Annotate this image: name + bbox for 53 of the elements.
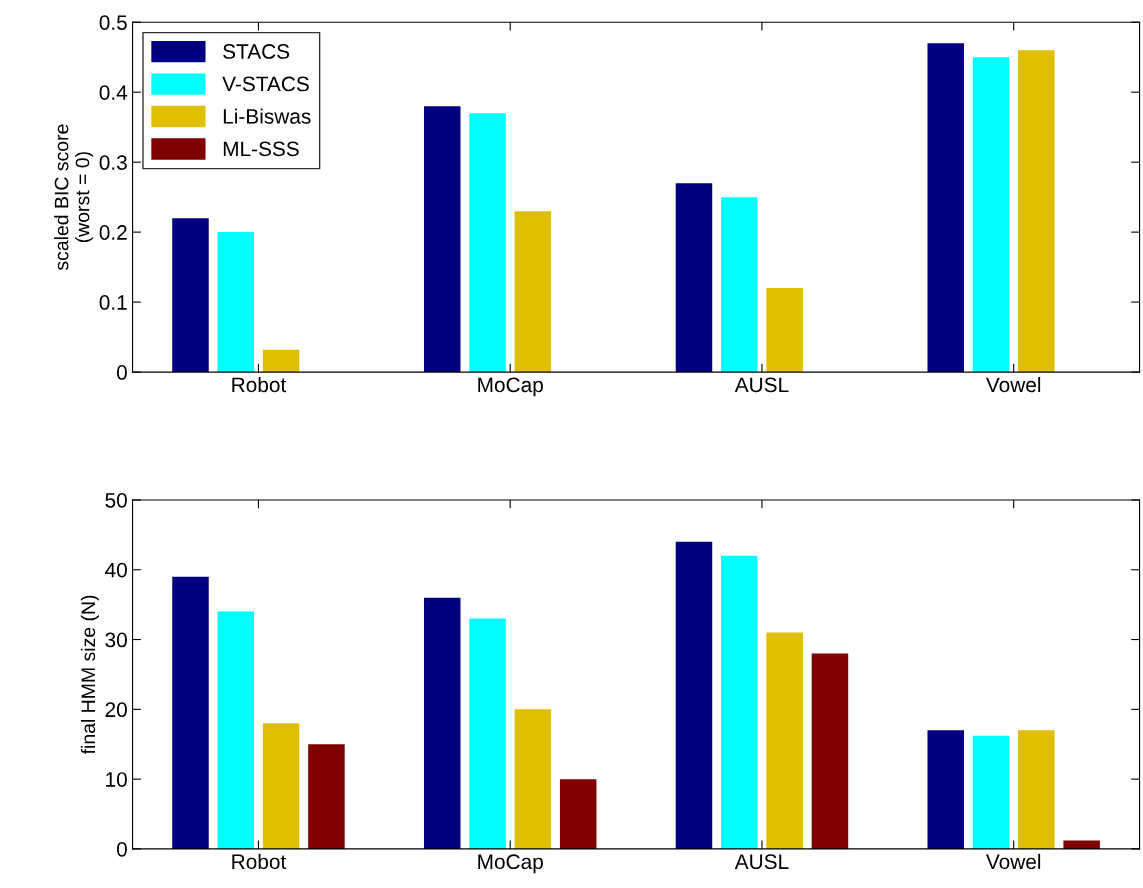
y-tick-label: 0.5 — [99, 15, 127, 30]
y-axis-title: final HMM size (N) — [80, 595, 99, 755]
bar — [675, 183, 713, 373]
y-tick-label: 0 — [116, 841, 127, 857]
bar — [469, 618, 506, 849]
x-tick-label: AUSL — [734, 854, 789, 870]
y-tick-label: 50 — [105, 492, 127, 508]
bar — [1018, 730, 1055, 849]
y-tick-label: 0 — [116, 365, 127, 380]
bar — [308, 744, 345, 849]
bar — [766, 632, 803, 849]
y-axis-title: scaled BIC score (worst = 0) — [54, 124, 94, 271]
legend-label: V-STACS — [222, 76, 309, 92]
bar — [423, 106, 461, 373]
bar — [514, 211, 552, 373]
x-tick-label: MoCap — [478, 377, 543, 397]
bar — [172, 576, 209, 849]
bar — [675, 541, 713, 849]
bar — [927, 730, 964, 849]
y-tick-label: 0.1 — [99, 295, 127, 310]
y-tick-label: 10 — [106, 772, 127, 787]
bar — [972, 57, 1010, 373]
bar — [217, 232, 255, 373]
bar — [423, 597, 461, 849]
y-tick-label: 40 — [105, 562, 127, 578]
bar — [721, 555, 758, 849]
bar — [1018, 50, 1055, 373]
y-tick-label: 0.3 — [99, 155, 127, 170]
y-tick-label: 20 — [105, 702, 127, 718]
bar — [172, 218, 209, 373]
legend-label: STACS — [223, 44, 290, 59]
bar — [514, 709, 552, 849]
bar — [469, 113, 506, 373]
x-tick-label: Vowel — [985, 853, 1041, 870]
x-tick-label: AUSL — [734, 377, 789, 393]
y-tick-label: 30 — [105, 632, 127, 648]
legend-label: Li-Biswas — [223, 108, 311, 124]
x-tick-label: Vowel — [985, 376, 1041, 393]
bar — [262, 723, 300, 849]
y-tick-label: 0.2 — [99, 225, 127, 240]
bar — [217, 611, 255, 849]
bar — [766, 288, 803, 373]
bar — [262, 349, 300, 373]
x-tick-label: Robot — [232, 376, 287, 393]
legend-label: ML-SSS — [223, 141, 299, 157]
bar — [559, 779, 597, 849]
x-tick-label: Robot — [232, 853, 287, 870]
y-tick-label: 0.4 — [99, 85, 128, 100]
bar — [972, 735, 1010, 849]
x-tick-label: MoCap — [478, 854, 543, 874]
bar — [721, 197, 758, 373]
bar — [811, 653, 849, 849]
bar — [927, 43, 964, 373]
